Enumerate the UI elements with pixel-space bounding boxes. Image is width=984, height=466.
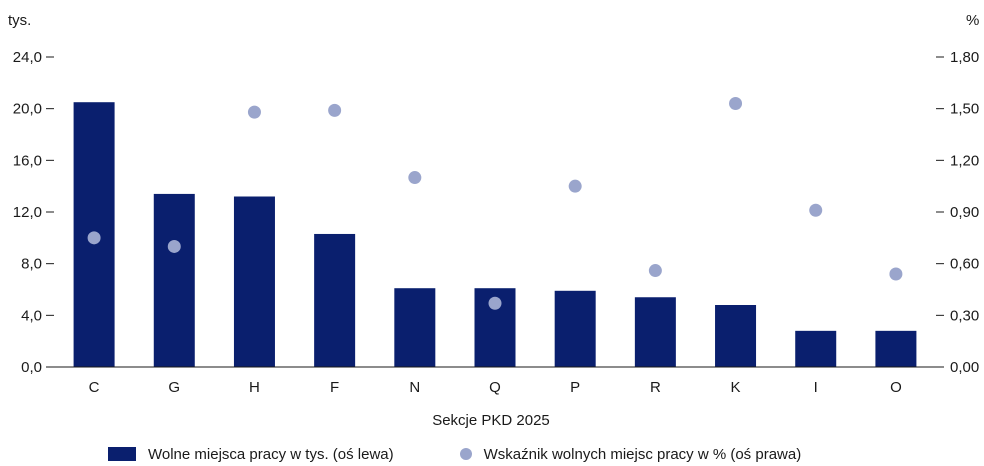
bar-series [73,102,917,367]
left-tick-label: 4,0 [21,307,42,324]
dot-H [247,105,261,119]
left-tick-label: 16,0 [13,152,42,169]
left-tick-label: 0,0 [21,359,42,376]
dot-I [809,203,823,217]
dot-series [87,97,903,310]
category-label: C [89,379,100,396]
legend-dot-swatch [459,448,472,460]
dot-P [568,179,582,193]
category-label: I [814,379,818,396]
right-tick-label: 1,20 [950,152,979,169]
bar-I [795,330,837,367]
right-tick-label: 0,90 [950,204,979,221]
x-axis-title: Sekcje PKD 2025 [432,412,550,429]
right-axis-unit: % [966,12,979,29]
right-tick-label: 0,30 [950,307,979,324]
bar-G [153,193,195,367]
right-tick-label: 1,50 [950,101,979,118]
dot-G [167,239,181,253]
category-label: H [249,379,260,396]
right-axis: 0,00 0,30 0,60 0,90 1,20 1,50 1,80 [936,49,979,376]
category-label: Q [489,379,501,396]
category-label: O [890,379,902,396]
dot-O [889,267,903,281]
left-axis: 0,0 4,0 8,0 12,0 16,0 20,0 24,0 [13,49,54,376]
dot-K [729,97,743,110]
bar-F [314,233,356,367]
legend-dot-label: Wskaźnik wolnych miejsc pracy w % (oś pr… [483,445,802,463]
legend-item-dots: Wskaźnik wolnych miejsc pracy w % (oś pr… [459,445,802,463]
bar-P [554,290,596,367]
dot-Q [488,296,502,310]
dot-C [87,231,101,245]
category-label: K [731,379,741,396]
right-tick-label: 0,60 [950,256,979,273]
legend-bar-swatch [108,447,136,461]
right-tick-label: 0,00 [950,359,979,376]
category-label: P [570,379,580,396]
left-tick-label: 8,0 [21,256,42,273]
bar-K [715,305,757,367]
dot-N [408,171,422,185]
category-label: N [409,379,420,396]
bar-H [233,196,275,367]
bar-R [634,297,676,367]
bar-N [394,288,436,367]
category-label: G [168,379,180,396]
dot-R [648,264,662,278]
bar-O [875,330,917,367]
right-tick-label: 1,80 [950,49,979,66]
left-tick-label: 24,0 [13,49,42,66]
left-tick-label: 20,0 [13,101,42,118]
legend-bar-label: Wolne miejsca pracy w tys. (oś lewa) [148,445,394,463]
legend: Wolne miejsca pracy w tys. (oś lewa) Wsk… [108,443,958,465]
left-axis-unit: tys. [8,12,31,29]
left-tick-label: 12,0 [13,204,42,221]
category-label: R [650,379,661,396]
dot-F [328,103,342,117]
category-label: F [330,379,339,396]
legend-item-bars: Wolne miejsca pracy w tys. (oś lewa) [108,446,394,463]
